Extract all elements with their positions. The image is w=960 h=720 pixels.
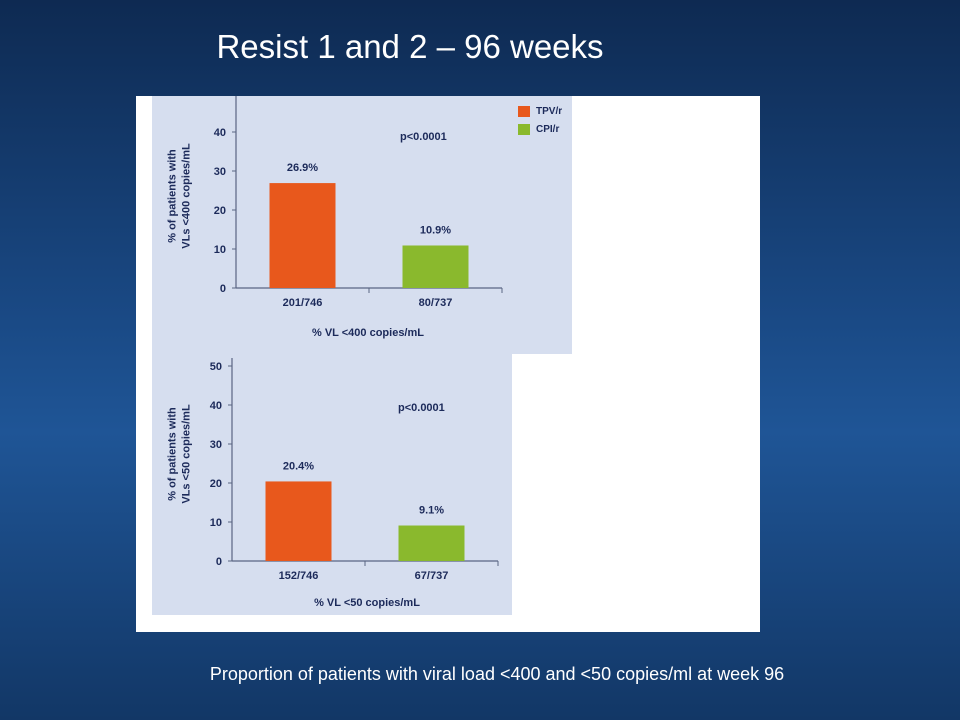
y-axis-label-line-1: % of patients with: [167, 149, 179, 243]
p-value-label: p<0.0001: [400, 131, 447, 143]
y-axis-label: % of patients with VLs <50 copies/mL: [154, 364, 206, 544]
legend-label-cpi: CPI/r: [536, 123, 560, 135]
legend-item-cpi: CPI/r: [518, 120, 562, 138]
y-tick-label: 20: [210, 478, 222, 490]
x-axis-label: % VL <400 copies/mL: [312, 327, 424, 339]
x-axis-label: % VL <50 copies/mL: [314, 597, 420, 609]
y-tick-label: 0: [220, 283, 226, 295]
y-tick-label: 30: [214, 166, 226, 178]
bar-cpi-r: [398, 525, 465, 561]
legend: TPV/r CPI/r: [518, 102, 562, 138]
legend-item-tpv: TPV/r: [518, 102, 562, 120]
legend-swatch-tpv: [518, 105, 530, 117]
bar-tpv-r: [265, 481, 332, 561]
y-tick-label: 0: [216, 556, 222, 568]
bar-tpv-r: [269, 183, 336, 288]
bar-value-label: 26.9%: [287, 162, 318, 174]
p-value-label: p<0.0001: [398, 402, 445, 414]
y-tick-label: 20: [214, 205, 226, 217]
chart-vl-50: 0 10 20 30 40 50 20.4% 152/746 9.1% 67/737 % of p…: [152, 354, 512, 615]
y-axis-label-line-2: VLs <50 copies/mL: [181, 404, 194, 504]
legend-label-tpv: TPV/r: [536, 105, 563, 117]
bar-value-label: 10.9%: [420, 224, 451, 236]
category-label: 152/746: [279, 570, 319, 582]
slide-caption: Proportion of patients with viral load <…: [209, 664, 785, 684]
legend-swatch-cpi: [518, 123, 530, 135]
category-label: 201/746: [283, 297, 323, 309]
chart-vl-50-plot: 0 10 20 30 40 50 20.4% 152/746 9.1% 67/737: [210, 358, 499, 582]
y-tick-label: 10: [210, 517, 222, 529]
y-axis-label-line-1: % of patients with: [167, 407, 180, 501]
chart-vl-400-plot: 0 10 20 30 40 26.9% 201/746 10.9% 80/737: [214, 96, 503, 309]
y-tick-label: 40: [214, 127, 226, 139]
y-tick-label: 10: [214, 244, 226, 256]
slide-title: Resist 1 and 2 – 96 weeks: [216, 28, 604, 65]
bar-value-label: 9.1%: [419, 505, 444, 517]
y-tick-label: 30: [210, 439, 222, 451]
y-axis-label-line-2: VLs <400 copies/mL: [181, 143, 193, 249]
y-axis-label: % of patients with VLs <400 copies/mL: [154, 116, 206, 276]
bar-value-label: 20.4%: [283, 460, 314, 472]
category-label: 80/737: [419, 297, 453, 309]
chart-vl-400: 0 10 20 30 40 26.9% 201/746 10.9% 80/737 % of pa…: [152, 96, 572, 354]
y-tick-label: 50: [210, 361, 222, 373]
y-tick-label: 40: [210, 400, 222, 412]
bar-cpi-r: [402, 245, 469, 288]
category-label: 67/737: [415, 570, 449, 582]
